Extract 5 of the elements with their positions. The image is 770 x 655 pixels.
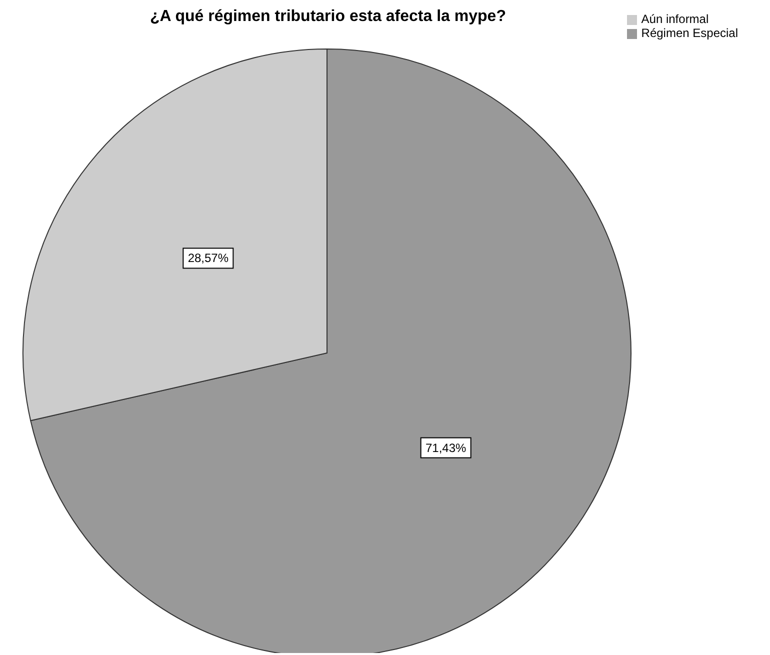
data-label: 28,57% — [188, 251, 229, 266]
legend-label: Aún informal — [641, 12, 709, 26]
legend-label: Régimen Especial — [641, 26, 738, 40]
data-label: 71,43% — [425, 440, 467, 455]
chart-title: ¿A qué régimen tributario esta afecta la mype? — [150, 8, 506, 25]
